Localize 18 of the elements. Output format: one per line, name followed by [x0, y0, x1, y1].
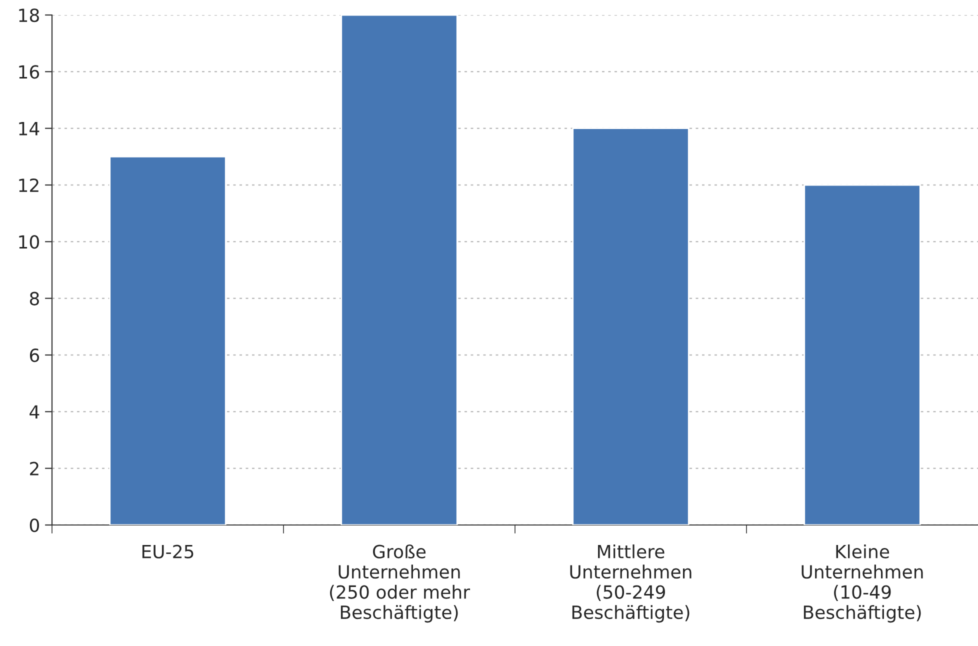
y-tick-label: 12 — [19, 178, 38, 192]
x-tick-label: Kleine Unternehmen (10-49 Beschäftigte) — [802, 544, 923, 623]
bar — [109, 156, 226, 525]
x-tick-label: Mittlere Unternehmen (50-249 Beschäftigte) — [570, 544, 692, 623]
y-tick-label: 16 — [19, 65, 40, 79]
bar — [804, 184, 921, 525]
y-tick-label: 2 — [30, 462, 38, 476]
x-tick-label: Große Unternehmen (250 oder mehr Beschäftigte) — [330, 544, 470, 623]
x-tick-label: EU-25 — [142, 544, 194, 558]
y-tick-label: 0 — [30, 518, 39, 532]
y-tick-label: 4 — [30, 405, 40, 419]
y-tick-label: 18 — [19, 8, 39, 22]
y-tick-label: 6 — [30, 348, 40, 362]
y-tick-label: 14 — [19, 122, 40, 136]
y-tick-label: 8 — [30, 292, 39, 306]
y-tick-label: 10 — [19, 235, 39, 249]
bar — [340, 15, 458, 525]
bar — [572, 128, 690, 525]
